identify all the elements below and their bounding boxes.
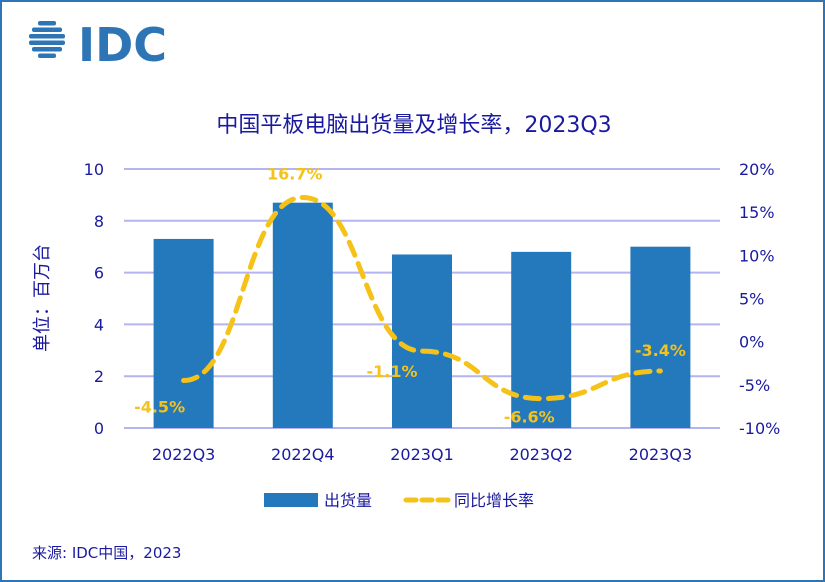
legend-swatch-bar — [264, 493, 318, 507]
chart-title: 中国平板电脑出货量及增长率，2023Q3 — [216, 113, 611, 138]
x-tick: 2023Q1 — [390, 445, 454, 464]
y-right-tick: 10% — [739, 246, 775, 265]
y-right-tick: -5% — [739, 376, 770, 395]
x-tick: 2023Q3 — [629, 445, 693, 464]
y-right-tick: 5% — [739, 290, 764, 309]
bar-2022Q4 — [272, 202, 333, 428]
data-label: -4.5% — [134, 398, 185, 417]
x-tick: 2022Q4 — [271, 445, 335, 464]
legend-label-line: 同比增长率 — [454, 491, 534, 510]
y-right-tick: 0% — [739, 333, 764, 352]
x-tick: 2022Q3 — [152, 445, 216, 464]
y-axis-label: 单位：百万台 — [32, 244, 53, 352]
idc-logo — [29, 21, 65, 58]
y-right-tick: -10% — [739, 419, 780, 438]
y-left-tick: 8 — [94, 212, 104, 231]
y-left-tick: 4 — [94, 315, 104, 334]
y-right-tick: 15% — [739, 203, 775, 222]
x-tick: 2023Q2 — [509, 445, 573, 464]
idc-logo-text: IDC — [78, 18, 167, 72]
legend-label-bar: 出货量 — [324, 491, 372, 510]
data-label: -6.6% — [504, 408, 555, 427]
bar-2023Q2 — [511, 251, 572, 428]
y-right-tick: 20% — [739, 160, 775, 179]
bar-2023Q1 — [392, 254, 452, 428]
growth-line — [181, 194, 663, 402]
y-left-tick: 0 — [94, 419, 104, 438]
y-left-tick: 6 — [94, 264, 104, 283]
data-label: 16.7% — [267, 164, 323, 183]
y-left-tick: 10 — [84, 160, 104, 179]
bar-2022Q3 — [153, 238, 214, 428]
y-left-tick: 2 — [94, 367, 104, 386]
bar-2023Q3 — [630, 246, 691, 428]
data-label: -3.4% — [635, 341, 686, 360]
source-note: 来源: IDC中国，2023 — [32, 544, 182, 562]
data-label: -1.1% — [366, 362, 417, 381]
